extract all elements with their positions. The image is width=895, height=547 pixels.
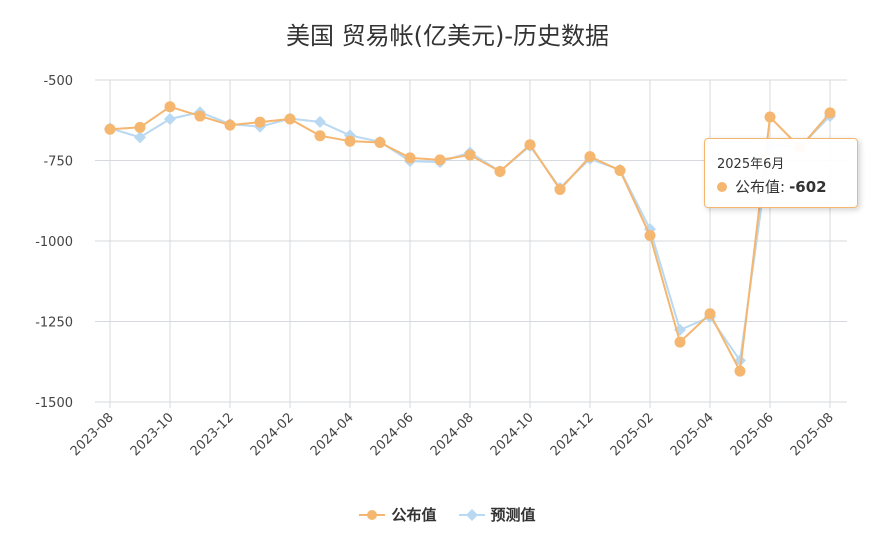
data-point-published[interactable] xyxy=(464,149,476,161)
y-tick-label: -750 xyxy=(43,155,73,170)
legend-label-published: 公布值 xyxy=(391,506,437,524)
data-point-forecast[interactable] xyxy=(314,115,326,128)
x-tick-label: 2024-04 xyxy=(308,410,357,459)
data-point-published[interactable] xyxy=(434,154,446,166)
data-point-published[interactable] xyxy=(524,139,536,151)
data-point-published[interactable] xyxy=(254,116,266,128)
data-point-published[interactable] xyxy=(104,123,116,135)
data-point-published[interactable] xyxy=(494,165,506,177)
data-point-published[interactable] xyxy=(704,308,716,320)
tooltip-value: -602 xyxy=(789,177,827,196)
data-point-published[interactable] xyxy=(674,336,686,348)
x-tick-label: 2023-12 xyxy=(188,410,237,459)
data-point-published[interactable] xyxy=(284,113,296,125)
y-tick-label: -1500 xyxy=(35,396,73,411)
tooltip-series-label: 公布值: xyxy=(735,178,786,196)
tooltip-series-dot-icon xyxy=(717,181,727,192)
data-point-published[interactable] xyxy=(374,136,386,148)
data-point-published[interactable] xyxy=(554,183,566,195)
circle-marker-icon xyxy=(359,509,386,520)
x-tick-label: 2025-08 xyxy=(788,410,837,459)
tooltip-header: 2025年6月 xyxy=(717,157,785,172)
data-point-published[interactable] xyxy=(134,121,146,133)
chart-title: 美国 贸易帐(亿美元)-历史数据 xyxy=(285,22,609,50)
x-tick-label: 2024-06 xyxy=(368,410,417,459)
data-point-published[interactable] xyxy=(404,152,416,164)
tooltip: 2025年6月 公布值: -602 xyxy=(704,138,858,208)
data-point-published[interactable] xyxy=(824,107,836,119)
data-point-published[interactable] xyxy=(584,151,596,163)
data-point-published[interactable] xyxy=(164,101,176,113)
x-tick-label: 2024-02 xyxy=(248,410,297,459)
data-point-published[interactable] xyxy=(614,164,626,176)
legend-label-forecast: 预测值 xyxy=(490,506,536,524)
x-tick-label: 2025-04 xyxy=(668,410,717,459)
x-tick-label: 2025-02 xyxy=(608,410,657,459)
y-tick-label: -500 xyxy=(43,74,73,89)
data-point-forecast[interactable] xyxy=(134,131,146,144)
legend-item-forecast[interactable]: 预测值 xyxy=(458,504,536,525)
data-point-published[interactable] xyxy=(314,130,326,142)
data-point-published[interactable] xyxy=(224,119,236,131)
data-point-published[interactable] xyxy=(764,111,776,123)
legend-item-published[interactable]: 公布值 xyxy=(359,504,437,525)
x-tick-label: 2024-08 xyxy=(428,410,477,459)
tooltip-row: 公布值: -602 xyxy=(717,176,845,197)
y-tick-label: -1000 xyxy=(35,235,73,250)
x-tick-label: 2025-06 xyxy=(728,410,777,459)
data-point-published[interactable] xyxy=(344,135,356,147)
x-tick-label: 2024-10 xyxy=(488,410,537,459)
legend: 公布值 预测值 xyxy=(0,504,895,525)
y-tick-label: -1250 xyxy=(35,316,73,331)
data-point-forecast[interactable] xyxy=(164,112,176,125)
x-tick-label: 2024-12 xyxy=(548,410,597,459)
diamond-marker-icon xyxy=(458,508,485,521)
data-point-published[interactable] xyxy=(194,110,206,122)
data-point-published[interactable] xyxy=(644,230,656,242)
x-tick-label: 2023-10 xyxy=(128,410,177,459)
data-point-published[interactable] xyxy=(734,365,746,377)
x-tick-label: 2023-08 xyxy=(68,410,117,459)
